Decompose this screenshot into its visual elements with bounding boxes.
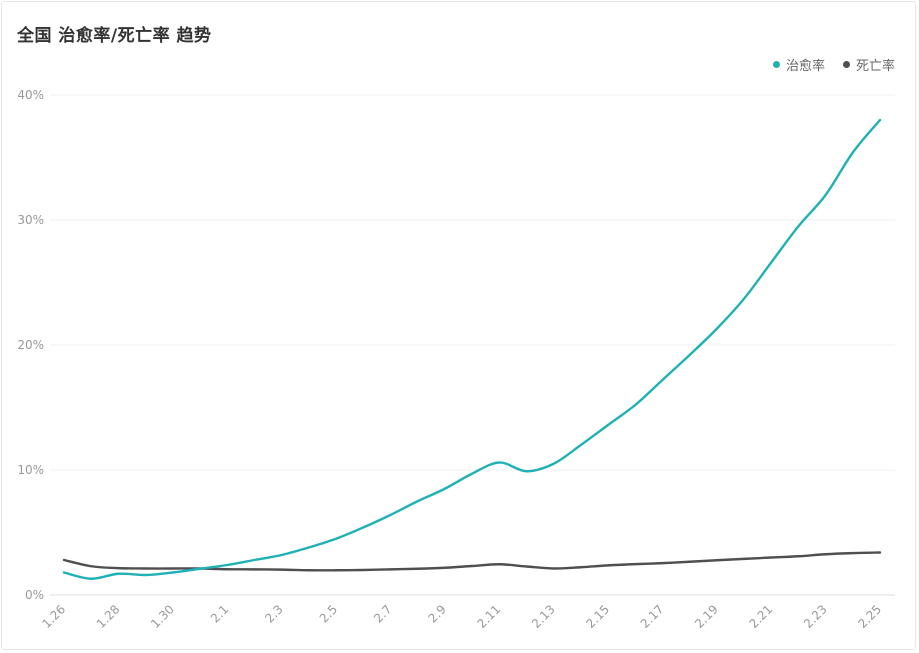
x-tick-label: 2.13: [529, 602, 558, 631]
series-line-death-rate[interactable]: [62, 551, 882, 572]
x-tick-label: 2.7: [371, 602, 394, 625]
legend-label-recovery: 治愈率: [785, 59, 825, 74]
x-axis-ticks: 1.26 1.28 1.30 2.1 2.3 2.5 2.7 2.9 2.11 2.13 2.15 2…: [39, 602, 884, 631]
series-group: [62, 118, 882, 580]
legend: 治愈率 死亡率: [772, 55, 895, 74]
x-tick-label: 2.1: [208, 602, 231, 625]
x-tick-label: 2.5: [317, 602, 340, 625]
x-tick-label: 2.19: [692, 602, 721, 631]
y-tick-label: 40%: [17, 88, 44, 102]
x-tick-label: 2.9: [426, 602, 449, 625]
y-axis-ticks: 0% 10% 20% 30% 40%: [17, 88, 44, 602]
x-tick-label: 1.26: [39, 602, 68, 631]
x-tick-label: 1.28: [94, 602, 123, 631]
grid-lines: [50, 94, 895, 596]
chart-title: 全国 治愈率/死亡率 趋势: [17, 26, 212, 46]
x-tick-label: 2.17: [638, 602, 667, 631]
series-line-recovery-rate[interactable]: [62, 118, 882, 580]
x-tick-label: 2.25: [855, 602, 884, 631]
y-tick-label: 0%: [25, 588, 44, 602]
legend-dot-recovery: [772, 61, 780, 68]
legend-dot-death: [842, 61, 850, 68]
legend-item-death[interactable]: 死亡率: [842, 55, 895, 74]
x-tick-label: 2.23: [801, 602, 830, 631]
x-tick-label: 2.15: [583, 602, 612, 631]
legend-item-recovery[interactable]: 治愈率: [772, 55, 825, 74]
y-tick-label: 30%: [17, 213, 44, 227]
x-tick-label: 2.3: [262, 602, 285, 625]
x-tick-label: 2.21: [747, 602, 776, 631]
x-tick-label: 1.30: [148, 602, 177, 631]
y-tick-label: 10%: [17, 463, 44, 477]
x-tick-label: 2.11: [475, 602, 504, 631]
legend-label-death: 死亡率: [855, 59, 895, 74]
y-tick-label: 20%: [17, 338, 44, 352]
